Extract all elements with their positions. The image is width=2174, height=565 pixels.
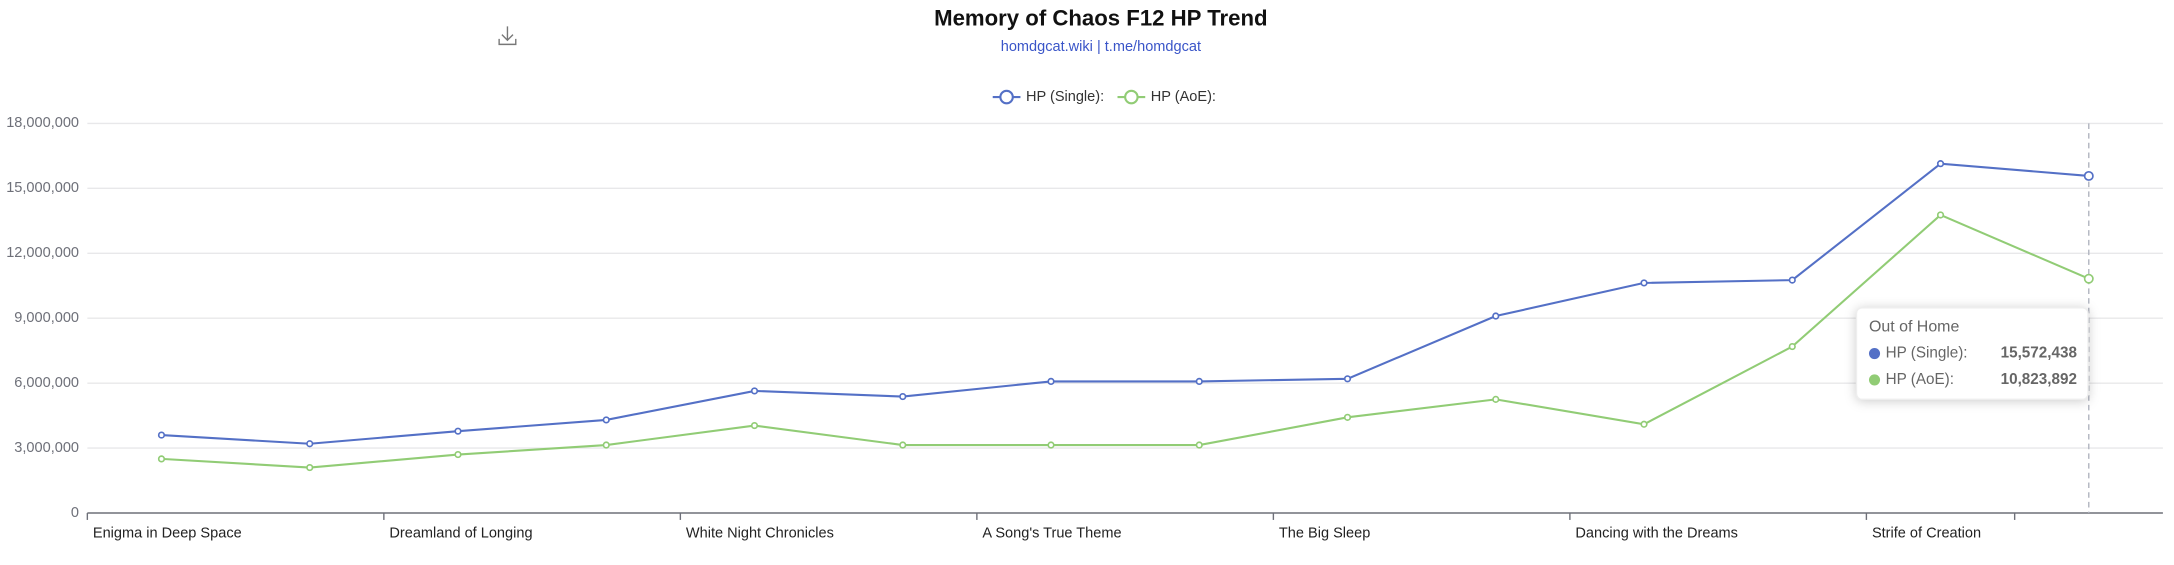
data-point bbox=[1492, 312, 1500, 320]
data-point bbox=[1640, 279, 1648, 287]
y-tick-label: 9,000,000 bbox=[14, 310, 79, 326]
data-point bbox=[2083, 273, 2094, 284]
data-point bbox=[306, 463, 314, 472]
legend-item[interactable]: HP (Single): bbox=[992, 89, 1104, 105]
data-point bbox=[1195, 441, 1203, 449]
data-point bbox=[1343, 375, 1352, 383]
data-point bbox=[157, 431, 166, 439]
series-line bbox=[161, 162, 2089, 445]
data-point bbox=[1047, 441, 1055, 449]
data-point bbox=[1936, 211, 1945, 219]
data-point bbox=[1788, 342, 1796, 351]
legend-label: HP (Single): bbox=[1026, 89, 1104, 105]
tooltip-marker bbox=[1868, 348, 1881, 360]
data-point bbox=[1492, 395, 1500, 403]
tooltip-series: HP (Single): bbox=[1886, 345, 1968, 362]
x-tick-label: A Song's True Theme bbox=[982, 526, 1121, 542]
data-point bbox=[1936, 160, 1945, 168]
y-tick-label: 12,000,000 bbox=[6, 245, 79, 261]
data-point bbox=[306, 440, 314, 448]
data-point bbox=[2083, 170, 2094, 181]
tooltip-box bbox=[1855, 307, 2089, 401]
y-tick-label: 18,000,000 bbox=[6, 115, 79, 131]
data-point bbox=[899, 392, 907, 401]
y-tick-label: 0 bbox=[71, 505, 79, 521]
x-tick-label: Enigma in Deep Space bbox=[93, 526, 242, 542]
data-point bbox=[750, 387, 759, 395]
data-point bbox=[1195, 377, 1203, 386]
x-tick-label: Dreamland of Longing bbox=[389, 526, 532, 542]
y-tick-label: 15,000,000 bbox=[6, 180, 79, 196]
data-point bbox=[1640, 420, 1648, 428]
tooltip-value: 10,823,892 bbox=[2001, 371, 2077, 388]
data-point bbox=[454, 427, 462, 435]
data-point bbox=[1788, 276, 1796, 284]
data-point bbox=[1343, 413, 1352, 421]
tooltip-series: HP (AoE): bbox=[1886, 371, 1954, 388]
data-point bbox=[602, 441, 610, 449]
legend-item[interactable]: HP (AoE): bbox=[1117, 89, 1216, 105]
y-tick-label: 3,000,000 bbox=[14, 440, 79, 456]
legend-marker bbox=[1124, 89, 1139, 105]
data-point bbox=[750, 421, 759, 430]
tooltip-marker bbox=[1868, 374, 1881, 386]
data-point bbox=[1047, 377, 1055, 386]
tooltip-title: Out of Home bbox=[1869, 318, 1959, 335]
legend-label: HP (AoE): bbox=[1151, 89, 1216, 105]
x-tick-label: Strife of Creation bbox=[1872, 526, 1981, 542]
data-point bbox=[602, 416, 610, 424]
x-tick-label: Dancing with the Dreams bbox=[1575, 526, 1738, 542]
download-icon[interactable] bbox=[498, 26, 517, 46]
chart-title: Memory of Chaos F12 HP Trend bbox=[934, 5, 1267, 30]
legend-marker bbox=[999, 89, 1014, 105]
x-tick-label: The Big Sleep bbox=[1279, 526, 1370, 542]
x-tick-label: White Night Chronicles bbox=[686, 526, 834, 542]
y-tick-label: 6,000,000 bbox=[14, 375, 79, 391]
data-point bbox=[454, 450, 462, 459]
series-line bbox=[161, 213, 2090, 469]
data-point bbox=[899, 441, 907, 449]
tooltip-value: 15,572,438 bbox=[2001, 345, 2078, 362]
tooltip: Out of Home HP (Single): 15,572,438 HP (AoE… bbox=[1855, 307, 2089, 401]
chart-subtitle[interactable]: homdgcat.wiki | t.me/homdgcat bbox=[1001, 39, 1201, 55]
data-point bbox=[157, 455, 166, 463]
